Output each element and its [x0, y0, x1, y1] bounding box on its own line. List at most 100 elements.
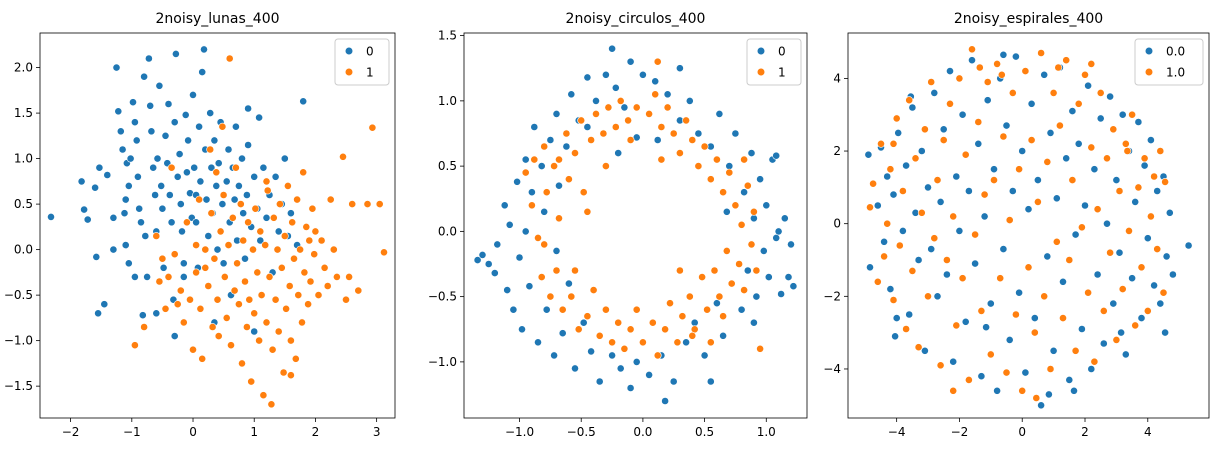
- data-point-class-1: [348, 200, 357, 208]
- data-point-class-1: [1030, 328, 1039, 337]
- data-point-class-1: [288, 218, 297, 227]
- data-point-class-0: [1065, 375, 1074, 384]
- data-point-class-1: [657, 155, 666, 164]
- data-point-class-0: [558, 329, 567, 338]
- data-point-class-0: [473, 256, 482, 264]
- data-point-class-1: [296, 245, 304, 254]
- data-point-class-1: [320, 263, 329, 272]
- data-point-class-0: [509, 305, 518, 314]
- data-point-class-1: [192, 268, 200, 277]
- data-point-class-1: [688, 136, 697, 144]
- data-point-class-1: [552, 266, 561, 275]
- data-point-class-0: [1087, 365, 1096, 373]
- data-point-class-1: [269, 213, 278, 222]
- data-point-class-0: [999, 50, 1008, 59]
- data-point-class-1: [949, 212, 958, 221]
- y-tick-label: 0: [833, 217, 841, 231]
- data-point-class-1: [1143, 306, 1152, 315]
- data-point-class-0: [965, 187, 973, 195]
- data-point-class-0: [719, 331, 727, 340]
- y-tick-label: −4: [823, 362, 841, 376]
- data-point-class-0: [500, 201, 509, 210]
- data-point-class-1: [1078, 223, 1086, 232]
- data-point-class-0: [1071, 230, 1080, 239]
- data-point-class-0: [706, 377, 715, 386]
- data-point-class-0: [982, 323, 990, 332]
- data-point-class-1: [230, 286, 239, 295]
- data-point-class-0: [530, 123, 539, 131]
- data-point-class-0: [80, 205, 88, 214]
- data-point-class-1: [719, 312, 727, 321]
- data-point-class-0: [1140, 161, 1149, 170]
- data-point-class-0: [927, 245, 936, 253]
- data-point-class-1: [304, 300, 312, 309]
- data-point-class-1: [179, 318, 188, 327]
- data-point-class-0: [173, 172, 182, 181]
- data-point-class-1: [140, 323, 148, 331]
- data-point-class-1: [1032, 394, 1041, 402]
- data-point-class-0: [1059, 277, 1067, 286]
- data-point-class-1: [657, 123, 666, 131]
- data-point-class-0: [202, 195, 211, 204]
- data-point-class-1: [265, 272, 274, 281]
- data-point-class-1: [310, 250, 319, 259]
- data-point-class-1: [1043, 157, 1052, 166]
- data-point-class-1: [914, 343, 923, 352]
- data-point-class-1: [735, 260, 743, 268]
- data-point-class-0: [873, 201, 882, 210]
- data-point-class-1: [626, 136, 635, 144]
- x-tick-label: 0.0: [633, 425, 652, 439]
- chart-title-lunas: 2noisy_lunas_400: [155, 11, 279, 27]
- x-tick-label: 0: [1018, 425, 1026, 439]
- data-point-class-0: [175, 150, 184, 158]
- data-point-class-1: [323, 282, 332, 290]
- data-point-class-0: [626, 57, 635, 66]
- data-point-class-1: [186, 295, 194, 304]
- data-point-class-1: [1131, 321, 1140, 330]
- data-point-class-1: [206, 145, 215, 154]
- data-point-class-0: [886, 285, 895, 293]
- data-point-class-1: [599, 129, 608, 138]
- data-point-class-1: [227, 341, 235, 350]
- data-point-class-0: [515, 253, 524, 262]
- data-point-class-1: [639, 338, 647, 347]
- data-point-class-0: [1018, 147, 1027, 155]
- legend-label: 1.0: [1166, 66, 1185, 80]
- data-point-class-0: [999, 245, 1008, 253]
- data-point-class-1: [540, 240, 549, 249]
- data-point-class-0: [1012, 52, 1020, 61]
- data-point-class-1: [555, 214, 563, 223]
- data-point-class-0: [184, 136, 192, 145]
- data-point-class-0: [144, 54, 153, 63]
- chart-title-espirales: 2noisy_espirales_400: [954, 11, 1103, 27]
- data-point-class-1: [245, 295, 254, 304]
- data-point-class-1: [1099, 306, 1108, 315]
- data-point-class-1: [653, 57, 662, 66]
- data-point-class-1: [719, 188, 727, 197]
- data-point-class-0: [206, 109, 215, 117]
- data-point-class-1: [743, 181, 752, 190]
- data-point-class-0: [595, 377, 604, 386]
- data-point-class-1: [225, 54, 234, 63]
- data-point-class-1: [294, 291, 303, 299]
- data-point-class-1: [905, 96, 914, 105]
- data-point-class-0: [958, 110, 967, 119]
- data-point-class-1: [198, 354, 207, 363]
- data-point-class-1: [602, 305, 610, 314]
- data-point-class-0: [889, 190, 898, 199]
- data-point-class-0: [1153, 187, 1162, 195]
- data-point-class-1: [521, 168, 530, 177]
- x-tick-label: 1.0: [757, 425, 776, 439]
- data-point-class-1: [257, 291, 266, 299]
- data-point-class-1: [1074, 99, 1083, 108]
- data-point-class-0: [1112, 176, 1121, 184]
- data-point-class-1: [528, 201, 536, 210]
- data-point-class-0: [715, 110, 724, 118]
- data-point-class-1: [661, 325, 669, 334]
- data-point-class-0: [787, 240, 795, 249]
- legend: 01: [334, 38, 390, 86]
- data-point-class-1: [892, 114, 901, 123]
- data-point-class-0: [109, 213, 118, 222]
- data-point-class-1: [234, 300, 243, 309]
